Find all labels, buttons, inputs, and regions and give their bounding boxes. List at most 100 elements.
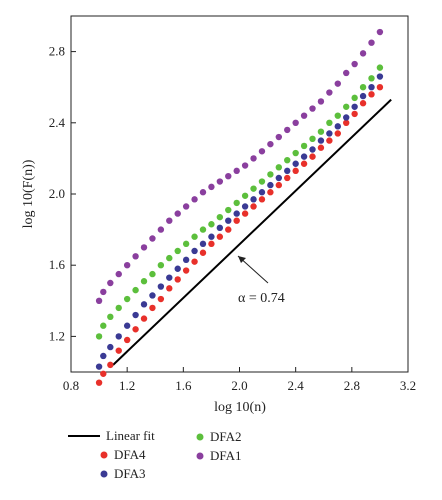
legend-label: Linear fit xyxy=(106,428,155,443)
dfa1-point xyxy=(149,235,156,242)
dfa3-point xyxy=(157,283,165,290)
dfa4-point xyxy=(174,276,181,283)
dfa2-point xyxy=(140,278,148,285)
dfa4-point xyxy=(225,226,232,233)
dfa1-point xyxy=(343,69,350,77)
x-axis: 0.8 1.2 1.6 2.0 2.4 2.8 3.2 xyxy=(63,367,416,393)
dfa1-point xyxy=(300,112,308,119)
dfa3-point xyxy=(300,153,308,160)
dfa4-point xyxy=(166,285,173,292)
dfa2-point xyxy=(157,262,165,269)
legend-item-dfa1: DFA1 xyxy=(196,448,242,463)
dfa1-point xyxy=(250,155,257,162)
dfa4-point xyxy=(326,137,333,144)
dfa4-point xyxy=(250,203,257,210)
dfa3-point xyxy=(95,363,103,370)
dfa3-point xyxy=(326,130,333,137)
dfa3-point xyxy=(107,343,114,351)
dfa4-point xyxy=(123,336,131,344)
legend-swatch xyxy=(100,470,108,478)
legend-swatch xyxy=(196,433,204,441)
dfa4-point xyxy=(351,110,358,118)
x-tick-label: 1.6 xyxy=(175,378,192,393)
dfa4-point xyxy=(149,304,156,312)
dfa2-point xyxy=(199,226,207,233)
dfa4-point xyxy=(284,174,291,182)
x-tick-label: 2.8 xyxy=(344,378,360,393)
legend-label: DFA4 xyxy=(114,447,146,462)
dfa1-point xyxy=(368,39,375,46)
dfa2-point xyxy=(267,171,274,178)
x-tick-label: 2.0 xyxy=(231,378,247,393)
dfa1-point xyxy=(241,162,249,169)
dfa3-point xyxy=(376,73,384,80)
legend-item-dfa2: DFA2 xyxy=(196,429,242,444)
y-tick-label: 2.8 xyxy=(49,44,65,59)
dfa3-point xyxy=(351,103,358,110)
legend-swatch xyxy=(196,452,204,460)
dfa4-point xyxy=(191,258,198,265)
dfa1-point xyxy=(208,183,215,191)
dfa2-point xyxy=(258,178,266,185)
y-axis-label: log 10(F(n)) xyxy=(21,159,36,228)
legend-swatch xyxy=(100,451,108,459)
dfa2-point xyxy=(174,247,181,255)
dfa1-point xyxy=(351,60,358,68)
dfa4-point xyxy=(140,315,148,322)
plot-area xyxy=(70,15,409,373)
annotation-label: α = 0.74 xyxy=(238,291,285,306)
dfa2-point xyxy=(250,185,257,192)
dfa1-point xyxy=(376,28,384,36)
x-tick-label: 2.4 xyxy=(288,378,305,393)
y-tick-label: 2.0 xyxy=(49,186,65,201)
dfa1-point xyxy=(191,196,198,203)
dfa2-point xyxy=(317,128,325,135)
dfa4-point xyxy=(157,295,165,303)
dfa3-point xyxy=(115,333,122,340)
dfa4-point xyxy=(267,189,274,196)
dfa1-point xyxy=(132,253,139,260)
legend-item-dfa3: DFA3 xyxy=(100,466,146,481)
y-axis: 1.2 1.6 2.0 2.4 2.8 xyxy=(49,44,76,343)
dfa2-point xyxy=(343,103,350,110)
dfa2-point xyxy=(132,286,139,294)
legend-item-linear-fit: Linear fit xyxy=(68,428,155,443)
dfa1-point xyxy=(140,244,148,251)
dfa3-point xyxy=(140,301,148,308)
dfa4-point xyxy=(292,167,299,175)
dfa4-point xyxy=(95,379,103,386)
dfa2-point xyxy=(284,156,291,164)
dfa4-point xyxy=(182,267,190,274)
dfa2-point xyxy=(241,192,249,199)
y-tick-label: 1.6 xyxy=(49,257,66,272)
dfa4-point xyxy=(309,153,316,160)
dfa3-point xyxy=(258,189,266,196)
dfa3-point xyxy=(334,123,341,130)
y-tick-label: 2.4 xyxy=(49,115,66,130)
dfa1-point xyxy=(182,203,190,210)
dfa4-point xyxy=(359,100,367,107)
dfa3-point xyxy=(233,210,240,217)
dfa4-point xyxy=(208,240,215,248)
dfa1-point xyxy=(174,210,181,217)
dfa1-point xyxy=(225,173,232,180)
dfa3-point xyxy=(182,256,190,264)
dfa1-point xyxy=(123,262,131,269)
dfa2-point xyxy=(351,94,358,102)
dfa3-point xyxy=(100,352,107,360)
x-tick-label: 1.2 xyxy=(119,378,135,393)
legend-label: DFA1 xyxy=(210,448,242,463)
dfa4-point xyxy=(199,249,207,256)
dfa2-point xyxy=(225,206,232,214)
dfa2-point xyxy=(166,254,173,262)
dfa2-point xyxy=(309,135,316,143)
slope-annotation: α = 0.74 xyxy=(237,255,285,306)
linear-fit-line xyxy=(112,98,392,366)
annotation-arrowhead xyxy=(238,256,246,263)
dfa2-point xyxy=(359,84,367,91)
dfa1-point xyxy=(107,279,114,287)
dfa3-point xyxy=(267,181,274,189)
dfa3-point xyxy=(132,311,139,319)
dfa1-point xyxy=(267,140,274,148)
dfa3-point xyxy=(199,240,207,248)
